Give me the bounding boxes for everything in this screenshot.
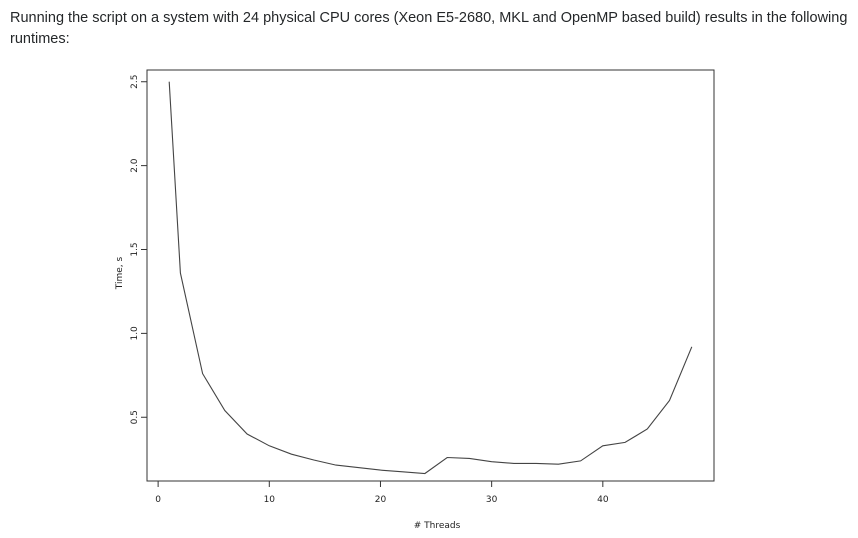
y-axis: 0.5 1.0 1.5 2.0 2.5 xyxy=(130,75,147,424)
x-tick-label: 10 xyxy=(264,495,276,505)
x-tick-label: 40 xyxy=(597,495,609,505)
x-axis: 0 10 20 30 40 xyxy=(155,481,609,505)
x-tick-label: 30 xyxy=(486,495,498,505)
y-tick-label: 1.5 xyxy=(130,242,140,256)
y-tick-label: 1.0 xyxy=(130,326,140,341)
x-tick-label: 0 xyxy=(155,495,161,505)
x-axis-label: # Threads xyxy=(414,521,461,531)
intro-paragraph: Running the script on a system with 24 p… xyxy=(10,10,848,47)
plot-frame xyxy=(146,69,715,482)
y-tick-label: 2.5 xyxy=(130,75,140,89)
series-line xyxy=(168,81,693,475)
x-tick-label: 20 xyxy=(375,495,387,505)
y-tick-label: 2.0 xyxy=(130,158,140,173)
series-group xyxy=(168,81,693,475)
y-axis-label: Time, s xyxy=(115,256,125,290)
y-tick-label: 0.5 xyxy=(130,410,140,424)
plot-border xyxy=(146,69,715,482)
